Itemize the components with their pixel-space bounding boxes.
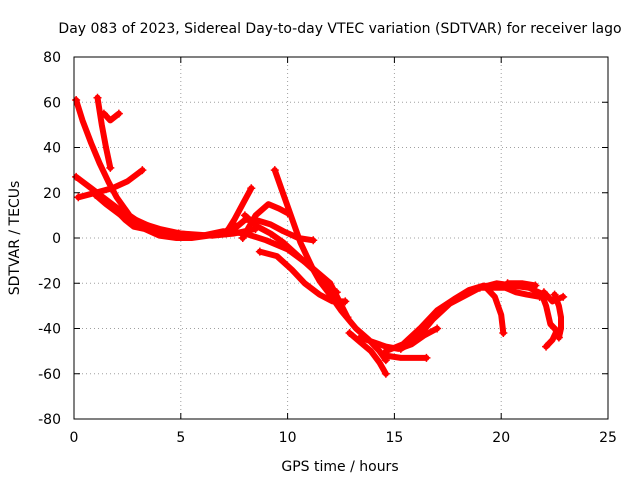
- data-point-marker: [221, 229, 230, 238]
- data-series-arc-12: [238, 201, 292, 242]
- data-trace: [504, 280, 539, 289]
- plot-frame: [73, 56, 609, 420]
- data-point-marker: [230, 224, 239, 233]
- data-point-marker: [381, 369, 390, 378]
- x-tick-label: 20: [492, 430, 510, 446]
- data-point-marker: [240, 211, 249, 220]
- data-series-arc-13: [255, 247, 350, 306]
- data-series-arc-04: [74, 166, 147, 202]
- data-trace: [397, 280, 547, 352]
- data-point-marker: [531, 281, 540, 290]
- x-tick-label: 0: [70, 430, 79, 446]
- data-point-marker: [238, 234, 247, 242]
- y-axis-tick-labels: -80 -60 -40 -20 0 20 40 60 80: [38, 50, 61, 428]
- data-point-marker: [283, 209, 292, 218]
- data-point-marker: [503, 279, 512, 288]
- data-trace: [239, 201, 291, 241]
- y-tick-label: 20: [43, 186, 61, 202]
- data-series-arc-14: [345, 329, 390, 378]
- y-tick-label: -80: [38, 412, 61, 428]
- y-tick-label: 40: [43, 141, 61, 157]
- y-tick-label: 80: [43, 50, 61, 66]
- data-point-marker: [356, 333, 365, 342]
- data-point-marker: [539, 288, 548, 297]
- y-tick-label: -60: [38, 367, 61, 383]
- data-point-marker: [91, 191, 100, 200]
- data-trace: [540, 289, 567, 305]
- data-trace: [271, 167, 389, 364]
- data-series-arc-20: [503, 279, 540, 290]
- grid-lines: [74, 57, 608, 419]
- data-series-arc-24: [539, 288, 568, 305]
- data-trace: [94, 94, 114, 171]
- data-trace: [538, 291, 562, 336]
- data-trace: [346, 330, 389, 377]
- data-series-arc-05: [99, 109, 123, 124]
- data-point-marker: [138, 166, 147, 175]
- data-trace: [543, 327, 560, 350]
- data-point-marker: [396, 344, 405, 353]
- data-series-arc-06: [91, 191, 352, 322]
- data-point-marker: [433, 324, 442, 333]
- data-point-marker: [554, 333, 563, 342]
- data-trace: [113, 207, 238, 241]
- data-trace: [256, 248, 349, 305]
- data-trace: [222, 185, 255, 237]
- data-trace: [382, 282, 507, 355]
- x-tick-label: 15: [385, 430, 403, 446]
- data-point-marker: [475, 283, 484, 292]
- data-point-marker: [247, 184, 256, 193]
- data-point-marker: [345, 329, 354, 338]
- data-point-marker: [106, 163, 115, 172]
- data-point-marker: [255, 247, 264, 256]
- data-point-marker: [93, 93, 102, 102]
- x-axis-label: GPS time / hours: [281, 459, 398, 475]
- y-tick-label: 60: [43, 95, 61, 111]
- data-point-marker: [542, 342, 551, 351]
- x-tick-label: 10: [279, 430, 297, 446]
- data-point-marker: [309, 236, 318, 245]
- y-tick-label: -40: [38, 322, 61, 338]
- data-point-marker: [114, 109, 123, 118]
- data-point-marker: [559, 292, 568, 301]
- y-tick-label: -20: [38, 276, 61, 292]
- data-point-marker: [499, 329, 508, 338]
- data-point-marker: [422, 353, 431, 362]
- data-trace: [241, 212, 340, 296]
- data-point-marker: [72, 172, 81, 181]
- data-series-arc-02: [93, 93, 115, 172]
- data-point-marker: [74, 193, 83, 202]
- data-point-marker: [341, 297, 350, 306]
- data-trace: [382, 352, 430, 361]
- data-series-arc-10: [240, 211, 341, 297]
- data-trace: [100, 110, 122, 124]
- x-axis-tick-labels: 0 5 10 15 20 25: [70, 430, 617, 446]
- data-series-arc-08: [221, 184, 256, 238]
- data-trace: [476, 284, 543, 300]
- x-tick-label: 5: [176, 430, 185, 446]
- y-axis-label: SDTVAR / TECUs: [7, 181, 23, 296]
- y-tick-label: 0: [52, 231, 61, 247]
- data-point-marker: [112, 206, 121, 215]
- data-point-marker: [99, 109, 108, 118]
- x-tick-label: 25: [599, 430, 617, 446]
- data-point-marker: [72, 95, 81, 104]
- chart-title: Day 083 of 2023, Sidereal Day-to-day VTE…: [58, 21, 621, 37]
- data-point-marker: [270, 166, 279, 175]
- data-trace: [75, 167, 146, 201]
- data-series-arc-17: [381, 282, 508, 356]
- plot-data: [72, 93, 568, 378]
- data-point-marker: [381, 347, 390, 356]
- data-point-marker: [332, 288, 341, 297]
